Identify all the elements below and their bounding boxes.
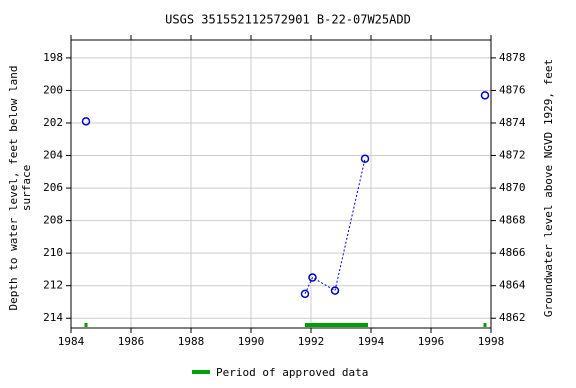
y2-tick-label: 4866 — [499, 246, 526, 259]
y-tick-label: 210 — [43, 246, 63, 259]
data-point — [81, 117, 91, 126]
x-tick-label: 1992 — [298, 335, 325, 348]
data-point — [300, 289, 310, 299]
data-line — [304, 158, 366, 295]
y-tick-label: 200 — [43, 83, 63, 96]
data-point — [308, 273, 317, 282]
y2-tick-label: 4864 — [499, 279, 526, 292]
y2-tick-label: 4862 — [499, 311, 526, 324]
y-tick-label: 208 — [43, 214, 63, 227]
y-tick-label: 206 — [43, 181, 63, 194]
y-tick-label: 198 — [43, 51, 63, 64]
x-tick-label: 1996 — [418, 335, 445, 348]
legend-swatch — [192, 370, 210, 374]
y-tick-label: 214 — [43, 311, 63, 324]
x-tick-label: 1984 — [58, 335, 85, 348]
x-tick-label: 1990 — [238, 335, 265, 348]
y2-tick-label: 4874 — [499, 116, 526, 129]
y2-tick-label: 4878 — [499, 51, 526, 64]
y2-tick-label: 4868 — [499, 214, 526, 227]
y-axis-label: Depth to water level, feet below land — [7, 65, 20, 310]
legend-label: Period of approved data — [216, 366, 368, 379]
x-tick-label: 1994 — [358, 335, 385, 348]
y2-tick-label: 4870 — [499, 181, 526, 194]
x-tick-label: 1986 — [118, 335, 145, 348]
data-point — [360, 154, 370, 164]
y-tick-label: 212 — [43, 279, 63, 292]
y-tick-label: 202 — [43, 116, 63, 129]
y2-tick-label: 4876 — [499, 83, 526, 96]
approved-period — [483, 323, 487, 327]
data-point — [330, 286, 340, 295]
approved-period — [305, 323, 368, 327]
y-axis-label: surface — [20, 165, 33, 211]
y2-tick-label: 4872 — [499, 149, 526, 162]
chart-title: USGS 351552112572901 B-22-07W25ADD — [165, 13, 411, 27]
y2-axis-label: Groundwater level above NGVD 1929, feet — [542, 59, 555, 317]
y-tick-label: 204 — [43, 149, 63, 162]
approved-period — [84, 323, 88, 327]
x-tick-label: 1998 — [478, 335, 505, 348]
x-tick-label: 1988 — [178, 335, 205, 348]
data-point — [480, 91, 490, 100]
plot-frame — [70, 39, 492, 329]
